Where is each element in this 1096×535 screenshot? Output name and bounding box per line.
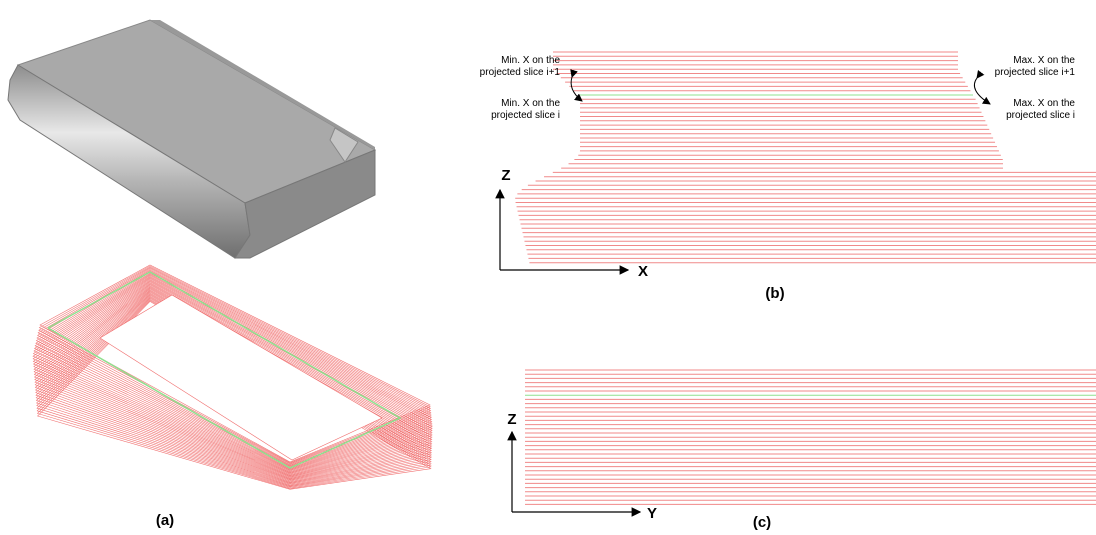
slices-b: [515, 52, 1096, 263]
axis-label: X: [638, 263, 648, 280]
annotation-line: projected slice i+1: [995, 67, 1076, 78]
slices-c: [525, 370, 1096, 504]
caption: (a): [156, 512, 174, 529]
axis-label: Z: [501, 167, 510, 184]
caption: (b): [765, 285, 784, 302]
axis-label: Y: [647, 505, 657, 522]
caption: (c): [753, 514, 771, 531]
annotation-line: Min. X on the: [501, 98, 560, 109]
annotation-line: Max. X on the: [1013, 55, 1075, 66]
axis-label: Z: [507, 411, 516, 428]
annotation-line: Max. X on the: [1013, 98, 1075, 109]
annotation-line: projected slice i+1: [480, 67, 561, 78]
annotation-line: projected slice i: [491, 110, 560, 121]
solid-model: [8, 20, 375, 258]
annotation-line: Min. X on the: [501, 55, 560, 66]
wireframe: [33, 265, 432, 489]
figure: Z X Z Y (a) (b) (c) Min. X on theproject…: [0, 0, 1096, 535]
axes: [500, 190, 640, 512]
annotation-line: projected slice i: [1006, 110, 1075, 121]
